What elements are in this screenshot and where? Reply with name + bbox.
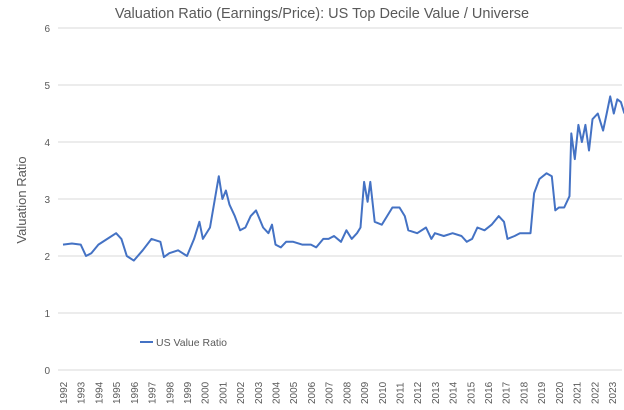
x-tick-label: 1999 <box>183 381 194 404</box>
x-tick-label: 1994 <box>94 381 105 404</box>
x-tick-label: 2004 <box>272 381 283 404</box>
x-tick-label: 2006 <box>307 381 318 404</box>
x-tick-label: 2009 <box>360 381 371 404</box>
x-tick-label: 1998 <box>165 381 176 404</box>
x-tick-label: 2015 <box>466 381 477 404</box>
x-tick-label: 2003 <box>254 381 265 404</box>
x-tick-label: 2020 <box>555 381 566 404</box>
x-tick-label: 2017 <box>502 381 513 404</box>
legend: US Value Ratio <box>140 337 227 349</box>
x-tick-label: 1993 <box>77 381 88 404</box>
x-tick-label: 1996 <box>130 381 141 404</box>
x-tick-label: 2019 <box>537 381 548 404</box>
series-line-us-value-ratio <box>62 95 624 262</box>
y-tick-label: 2 <box>44 252 50 263</box>
x-tick-label: 2005 <box>289 381 300 404</box>
x-tick-label: 2012 <box>413 381 424 404</box>
x-tick-label: 2014 <box>449 381 460 404</box>
y-tick-label: 3 <box>44 195 50 206</box>
x-tick-label: 2008 <box>342 381 353 404</box>
x-tick-label: 1992 <box>59 381 70 404</box>
x-tick-label: 2010 <box>378 381 389 404</box>
y-axis-label: Valuation Ratio <box>14 156 29 243</box>
x-tick-label: 2002 <box>236 381 247 404</box>
x-tick-label: 2018 <box>519 381 530 404</box>
y-tick-label: 6 <box>44 24 50 35</box>
x-tick-label: 2001 <box>218 381 229 404</box>
y-tick-label: 4 <box>44 138 50 149</box>
y-tick-label: 5 <box>44 81 50 92</box>
x-tick-label: 2000 <box>201 381 212 404</box>
chart-title: Valuation Ratio (Earnings/Price): US Top… <box>115 6 529 22</box>
x-tick-label: 2021 <box>573 381 584 404</box>
x-tick-label: 2007 <box>325 381 336 404</box>
x-tick-label: 1997 <box>148 381 159 404</box>
x-tick-label: 2011 <box>395 382 406 404</box>
x-tick-label: 2022 <box>590 381 601 404</box>
y-tick-label: 0 <box>44 366 50 377</box>
legend-label: US Value Ratio <box>156 337 227 349</box>
x-tick-label: 2013 <box>431 381 442 404</box>
x-tick-label: 2023 <box>608 381 619 404</box>
x-tick-label: 1995 <box>112 381 123 404</box>
x-tick-label: 2016 <box>484 381 495 404</box>
y-tick-label: 1 <box>44 309 50 320</box>
